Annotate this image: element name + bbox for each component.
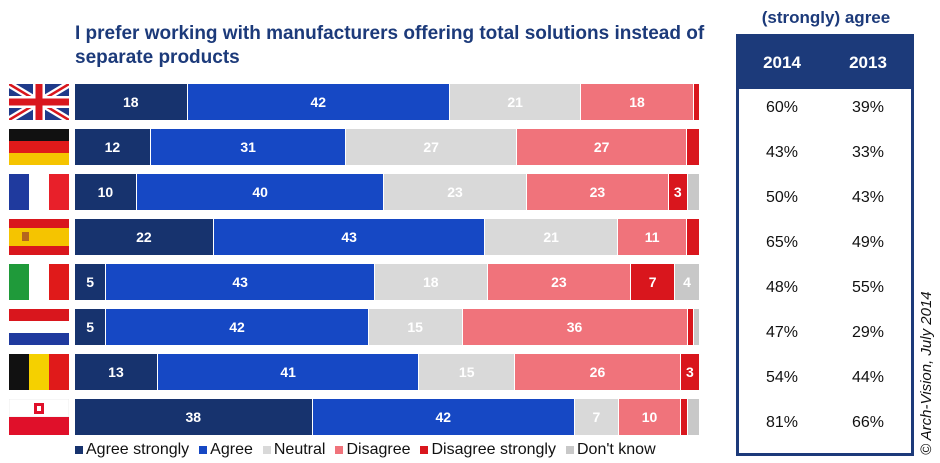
poland-flag-icon — [9, 399, 69, 435]
bar-segment: 4 — [675, 264, 700, 300]
bar-segment: 12 — [75, 129, 151, 165]
bar-segment: 27 — [346, 129, 517, 165]
table-cell: 50% — [765, 189, 799, 206]
netherlands-flag-icon — [9, 309, 69, 345]
bar-segment — [687, 129, 700, 165]
bar-segment: 43 — [106, 264, 375, 300]
legend-item: Disagree strongly — [420, 441, 556, 459]
bar-segment: 3 — [669, 174, 688, 210]
bar-segment: 5 — [75, 264, 107, 300]
legend-label: Agree strongly — [86, 441, 190, 458]
chart-title: I prefer working with manufacturers offe… — [75, 23, 705, 68]
bar-segment: 36 — [462, 309, 688, 345]
legend-item: Don't know — [565, 441, 656, 459]
legend-swatch — [335, 446, 344, 454]
bar-segment: 38 — [75, 399, 313, 435]
bar-segment: 7 — [631, 264, 675, 300]
table-header-2014: 2014 — [763, 53, 801, 72]
france-flag-icon — [9, 174, 69, 210]
legend-swatch — [262, 446, 271, 454]
bar-segment: 11 — [617, 219, 688, 255]
bar-segment — [693, 84, 700, 120]
bar-segment: 23 — [487, 264, 632, 300]
bar-segment: 23 — [384, 174, 527, 210]
bar-segment: 22 — [75, 219, 214, 255]
bar-segment — [681, 399, 688, 435]
bar-segment: 15 — [419, 354, 516, 390]
table-cell: 60% — [765, 99, 799, 116]
bar-segment: 18 — [375, 264, 488, 300]
bar-segment: 43 — [213, 219, 486, 255]
table-cell: 54% — [765, 369, 799, 386]
bar-segment: 21 — [485, 219, 618, 255]
bar-segment — [693, 309, 700, 345]
bar-segment — [687, 219, 700, 255]
stacked-bar-plot: 18 42 21 18 12 31 27 27 10 40 23 23 3 22 43 21 11 5 43 18 23… — [75, 84, 700, 435]
bar-segment: 42 — [312, 399, 575, 435]
legend-item: Agree — [199, 441, 253, 459]
table-cell: 66% — [851, 414, 885, 431]
table-header-row: 2014 2013 — [739, 37, 911, 89]
table-cell: 29% — [851, 324, 885, 341]
table-cell: 47% — [765, 324, 799, 341]
bar-segment: 42 — [106, 309, 369, 345]
bar-segment: 23 — [526, 174, 670, 210]
legend-swatch — [565, 446, 574, 454]
bar-segment: 3 — [680, 354, 700, 390]
table-cell: 44% — [851, 369, 885, 386]
legend-label: Agree — [210, 441, 253, 458]
legend-label: Disagree — [346, 441, 411, 458]
legend-label: Neutral — [273, 441, 326, 458]
table-cell: 55% — [851, 279, 885, 296]
bar-segment: 26 — [515, 354, 681, 390]
bar-segment: 41 — [157, 354, 420, 390]
agree-table: 2014 2013 60% 39% 43% 33% 50% 43% 65% 49% 48% 55%… — [736, 34, 914, 456]
table-cell: 81% — [765, 414, 799, 431]
legend-swatch — [199, 446, 208, 454]
table-cell: 65% — [765, 234, 799, 251]
bar-segment: 31 — [150, 129, 347, 165]
table-label: (strongly) agree — [761, 8, 891, 27]
italy-flag-icon — [9, 264, 69, 300]
bar-segment: 40 — [136, 174, 385, 210]
bar-segment: 18 — [75, 84, 188, 120]
bar-segment — [687, 309, 694, 345]
table-cell: 43% — [851, 189, 885, 206]
table-cell: 43% — [765, 144, 799, 161]
bar-segment: 21 — [450, 84, 582, 120]
bar-segment: 42 — [187, 84, 450, 120]
bar-segment: 5 — [75, 309, 107, 345]
bar-segment — [687, 174, 700, 210]
legend-item: Disagree — [335, 441, 410, 459]
uk-flag-icon — [9, 84, 69, 120]
belgium-flag-icon — [9, 354, 69, 390]
bar-segment: 13 — [75, 354, 158, 390]
table-cell: 33% — [851, 144, 885, 161]
bar-segment: 7 — [575, 399, 619, 435]
bar-segment: 15 — [368, 309, 463, 345]
copyright-credit: © Arch-Vision, July 2014 — [918, 291, 935, 455]
spain-flag-icon — [9, 219, 69, 255]
table-cell: 39% — [851, 99, 885, 116]
table-header-2013: 2013 — [849, 53, 887, 72]
bar-segment: 27 — [516, 129, 688, 165]
legend-swatch — [420, 446, 429, 454]
legend-label: Don't know — [576, 441, 656, 458]
germany-flag-icon — [9, 129, 69, 165]
legend-label: Disagree strongly — [431, 441, 556, 458]
bar-segment — [687, 399, 700, 435]
bar-segment: 10 — [75, 174, 137, 210]
bar-segment: 18 — [581, 84, 694, 120]
bar-segment: 10 — [618, 399, 682, 435]
legend-item: Agree strongly — [75, 441, 189, 459]
legend-item: Neutral — [262, 441, 326, 459]
legend-swatch — [75, 446, 83, 454]
table-cell: 49% — [851, 234, 885, 251]
table-cell: 48% — [765, 279, 799, 296]
chart-legend: Agree strongly Agree Neutral Disagree Disagr… — [75, 440, 666, 460]
